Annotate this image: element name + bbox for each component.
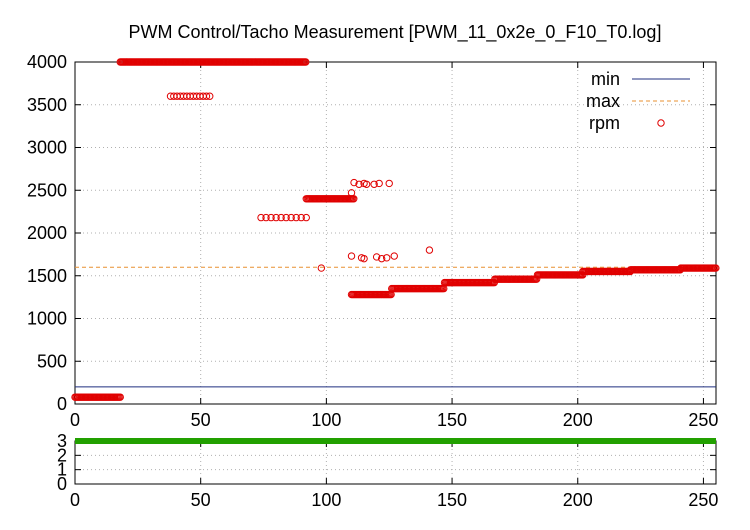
chart-title: PWM Control/Tacho Measurement [PWM_11_0x… [129,22,662,43]
top-y-tick-label: 500 [37,351,67,371]
rpm-point [317,264,326,272]
rpm-point [297,213,305,222]
bottom-x-tick-label: 250 [688,490,718,510]
rpm-point [372,253,381,261]
rpm-point [267,213,275,222]
rpm-point [277,213,285,222]
top-x-tick-label: 50 [191,410,211,430]
top-y-tick-label: 0 [57,394,67,414]
top-y-tick-label: 4000 [27,52,67,72]
rpm-point [360,254,368,263]
bottom-y-tick-label: 2 [57,445,67,465]
rpm-point [377,254,386,263]
rpm-point [347,252,356,260]
rpm-point [370,180,378,188]
bottom-x-tick-label: 200 [563,490,593,510]
rpm-point [385,179,393,188]
bottom-x-tick-label: 0 [70,490,80,510]
rpm-point [375,179,383,188]
bottom-x-tick-label: 50 [191,490,211,510]
top-plot-panel: 0 50 100 150 200 2500500100015002000250030003… [27,52,720,430]
top-y-tick-label: 2500 [27,180,67,200]
rpm-point [287,213,295,222]
top-x-tick-label: 150 [437,410,467,430]
top-x-tick-label: 250 [688,410,718,430]
bottom-x-tick-label: 150 [437,490,467,510]
rpm-point [350,178,358,187]
rpm-point [302,213,310,222]
bottom-y-tick-label: 0 [57,474,67,494]
bottom-x-tick-label: 100 [311,490,341,510]
rpm-point [302,58,310,66]
rpm-point [206,92,214,100]
bottom-y-tick-label: 1 [57,460,67,480]
rpm-point [390,252,398,260]
rpm-point [282,213,290,222]
rpm-point [712,264,720,272]
rpm-point [262,213,270,222]
legend-swatch-rpm [657,119,665,127]
top-y-tick-label: 1000 [27,309,67,329]
rpm-point [202,92,211,100]
top-y-tick-label: 1500 [27,266,67,286]
rpm-point [347,189,356,197]
rpm-point [355,180,363,188]
rpm-point [425,246,434,254]
legend-label-rpm: rpm [589,113,620,133]
top-x-tick-label: 200 [563,410,593,430]
rpm-point [116,393,124,401]
legend-label-max: max [586,91,620,111]
top-x-tick-label: 0 [70,410,80,430]
legend-label-min: min [591,69,620,89]
top-y-tick-label: 3000 [27,138,67,158]
bottom-frame [74,440,717,485]
rpm-point [362,180,371,188]
top-x-tick-label: 100 [311,410,341,430]
rpm-point [292,213,300,222]
rpm-point [272,213,280,222]
top-y-tick-label: 3500 [27,95,67,115]
bottom-y-tick-label: 3 [57,431,67,451]
rpm-point [383,254,391,262]
rpm-point [257,213,265,222]
top-y-tick-label: 2000 [27,223,67,243]
